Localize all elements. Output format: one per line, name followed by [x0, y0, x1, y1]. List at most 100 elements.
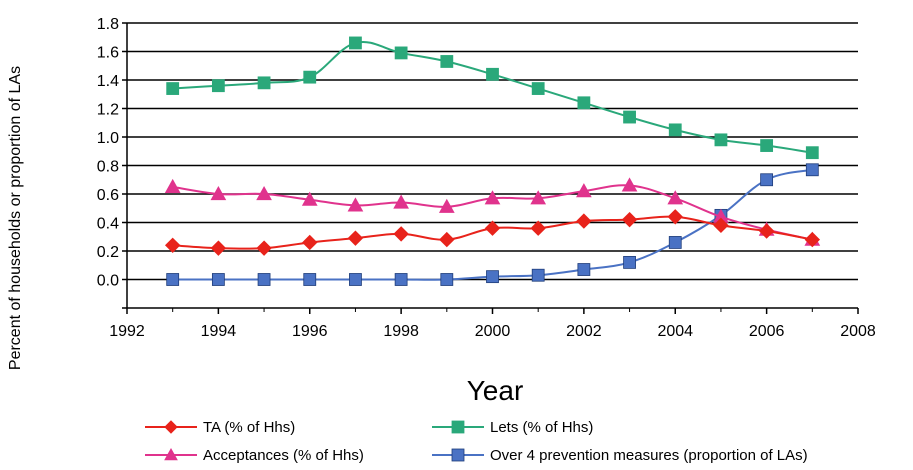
- data-point: [347, 197, 364, 212]
- data-point: [531, 268, 545, 282]
- legend-item: Over 4 prevention measures (proportion o…: [432, 447, 808, 464]
- data-point: [166, 273, 180, 286]
- data-point: [303, 273, 317, 286]
- data-point: [303, 70, 317, 84]
- y-tick-label: 0.2: [97, 244, 119, 261]
- data-point: [164, 178, 181, 193]
- data-point: [484, 220, 501, 236]
- data-point: [484, 190, 501, 205]
- legend-label: TA (% of Hhs): [203, 419, 295, 436]
- y-tick-label: 0.6: [97, 187, 119, 204]
- data-point: [530, 220, 546, 236]
- data-point: [714, 133, 728, 147]
- x-tick-label: 1996: [292, 323, 328, 340]
- data-point: [440, 55, 454, 68]
- data-point: [166, 82, 180, 95]
- legend-marker: [451, 448, 465, 462]
- data-point: [349, 36, 362, 50]
- data-point: [805, 146, 819, 160]
- series-3: [166, 163, 819, 286]
- data-point: [256, 240, 272, 256]
- data-point: [760, 139, 774, 152]
- axes: [122, 22, 859, 314]
- x-tick-label: 2002: [566, 323, 602, 340]
- data-point: [758, 223, 775, 239]
- data-point: [623, 255, 636, 269]
- legend-label: Acceptances (% of Hhs): [203, 447, 364, 464]
- data-point: [440, 273, 454, 286]
- data-point: [621, 177, 638, 192]
- legend-marker: [164, 420, 178, 434]
- data-point: [667, 209, 683, 225]
- data-point: [393, 226, 409, 242]
- x-tick-label: 1994: [201, 323, 237, 340]
- legend-marker: [451, 420, 465, 434]
- data-point: [713, 217, 729, 234]
- data-point: [805, 163, 819, 177]
- data-point: [668, 236, 682, 249]
- data-point: [486, 67, 499, 81]
- y-tick-label: 0.4: [97, 216, 119, 233]
- data-point: [210, 185, 227, 201]
- gridlines: [127, 22, 858, 281]
- data-point: [164, 237, 181, 254]
- data-point: [804, 231, 821, 248]
- data-point: [211, 273, 225, 286]
- y-tick-label: 1.8: [97, 16, 119, 33]
- y-tick-label: 1.2: [97, 102, 119, 119]
- legend-label: Lets (% of Hhs): [490, 419, 593, 436]
- data-point: [439, 231, 455, 248]
- data-point: [394, 273, 408, 286]
- data-point: [302, 234, 318, 251]
- data-point: [347, 230, 364, 246]
- y-tick-label: 1.6: [97, 45, 119, 62]
- series-0: [164, 209, 821, 256]
- series-1: [166, 36, 819, 160]
- x-tick-label: 2008: [840, 323, 876, 340]
- series-2: [164, 177, 821, 246]
- tick-labels: 0.0 0.2 0.4 0.6 0.8 1.0 1.2 1.4 1.6 1.8 1992 1994 19…: [97, 16, 876, 340]
- legend: TA (% of Hhs) Lets (% of Hhs) Acceptances …: [145, 419, 808, 464]
- y-tick-label: 0.8: [97, 159, 119, 176]
- data-point: [211, 79, 225, 93]
- x-tick-label: 1992: [109, 323, 145, 340]
- data-point: [531, 82, 545, 95]
- data-point: [349, 273, 362, 286]
- x-tick-label: 1998: [383, 323, 419, 340]
- data-point: [256, 185, 272, 201]
- y-tick-label: 1.0: [97, 130, 119, 147]
- data-point: [621, 211, 638, 228]
- x-axis-title: Year: [467, 375, 524, 406]
- y-axis-title: Percent of households or proportion of L…: [7, 66, 24, 370]
- legend-item: TA (% of Hhs): [145, 419, 295, 436]
- data-point: [576, 183, 592, 198]
- data-point: [393, 194, 409, 209]
- x-tick-label: 2000: [475, 323, 511, 340]
- data-point: [257, 76, 271, 90]
- legend-marker: [164, 447, 178, 461]
- data-point: [623, 110, 636, 124]
- data-point: [577, 263, 591, 276]
- data-point: [760, 173, 774, 187]
- data-point: [301, 191, 318, 206]
- y-tick-label: 0.0: [97, 273, 119, 290]
- legend-item: Lets (% of Hhs): [432, 419, 593, 436]
- data-point: [438, 198, 455, 213]
- data-point: [257, 273, 271, 286]
- legend-label: Over 4 prevention measures (proportion o…: [490, 447, 808, 464]
- legend-item: Acceptances (% of Hhs): [145, 447, 364, 464]
- data-point: [668, 123, 682, 137]
- data-point: [486, 270, 499, 284]
- data-point: [577, 96, 591, 110]
- data-point: [530, 190, 547, 205]
- y-tick-label: 1.4: [97, 73, 119, 90]
- data-point: [576, 213, 592, 229]
- x-tick-label: 2004: [657, 323, 693, 340]
- data-point: [667, 190, 684, 205]
- data-point: [394, 46, 408, 60]
- data-point: [210, 240, 227, 256]
- series-lines: [164, 36, 821, 286]
- x-tick-label: 2006: [749, 323, 785, 340]
